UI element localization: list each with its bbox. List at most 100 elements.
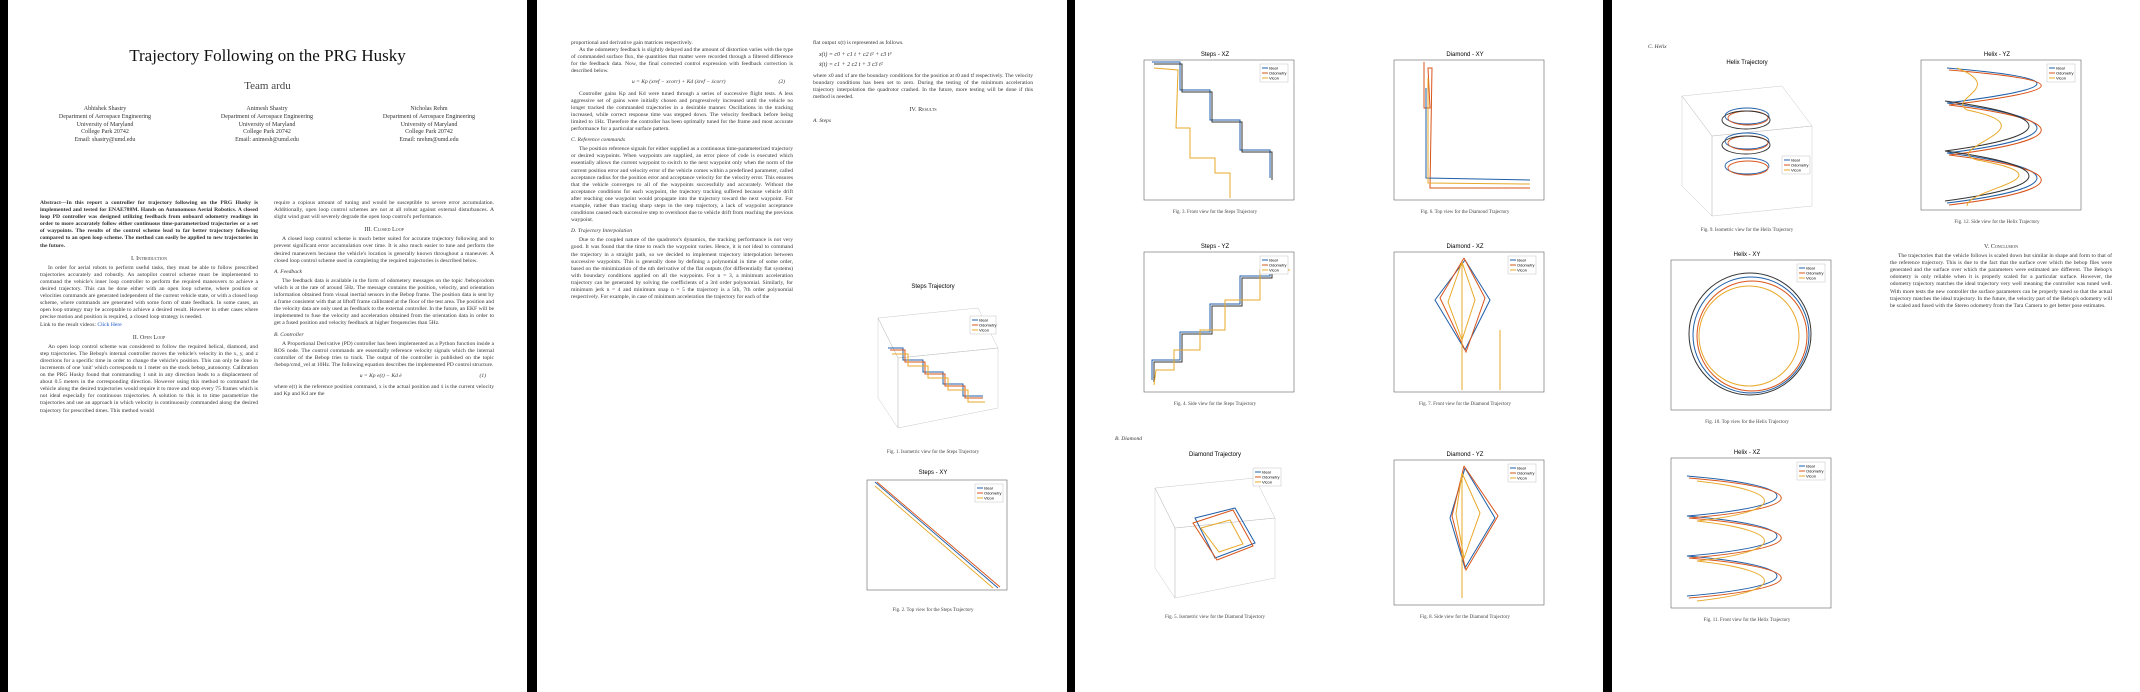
subsection-heading: C. Reference commands	[571, 137, 626, 144]
figure-caption: Fig. 9. Isometric view for the Helix Tra…	[1700, 228, 1794, 233]
polynomial-equations: x(t) = c0 + c1 t + c2 t² + c3 t³ ẋ(t) = …	[819, 52, 892, 69]
author-uni: University of Maryland	[76, 121, 134, 128]
figure-caption: Fig. 2. Top view for the Steps Trajector…	[892, 608, 974, 613]
figure-2: Steps - XY Ideal Odometry Vicon Fig. 2. …	[833, 466, 1033, 614]
body-text: require a copious amount of tuning and w…	[274, 200, 494, 221]
helix-isometric-plot: Helix Trajectory Ideal Odometry V	[1681, 60, 1813, 217]
figure-caption: Fig. 11. Front view for the Helix Trajec…	[1703, 618, 1791, 623]
author-name: Abhishek Shastry	[83, 106, 127, 112]
author-block: Animesh Shastry Department of Aerospace …	[192, 106, 342, 145]
body-text: As the odometery feedback is slightly de…	[571, 47, 793, 75]
body-text: flat output x(t) is represented as follo…	[813, 40, 904, 46]
figure-caption: Fig. 4. Side view for the Steps Trajecto…	[1173, 402, 1257, 407]
helix-front-plot: Helix - XZ Ideal Odometry Vicon	[1670, 450, 1832, 609]
diamond-side-plot: Diamond - YZ Ideal Odometry Vicon	[1393, 452, 1545, 606]
legend-entry: Vicon	[1517, 268, 1527, 273]
figure-caption: Fig. 6. Top view for the Diamond Traject…	[1420, 210, 1510, 215]
legend-entry: Ideal	[1269, 66, 1278, 71]
plot-title: Diamond - XY	[1446, 52, 1483, 58]
steps-side-plot: Steps - YZ Ideal Odometry Vicon	[1143, 244, 1295, 393]
steps-isometric-plot: Steps Trajectory Ideal Odometry Vicon	[877, 284, 999, 429]
figure-9: Helix Trajectory Ideal Odometry V	[1642, 56, 1852, 234]
legend-entry: Odometry	[979, 323, 997, 328]
legend-entry: Odometry	[1806, 469, 1824, 474]
author-name: Nicholas Rehm	[410, 106, 448, 112]
body-text: proportional and derivative gain matrice…	[571, 40, 693, 46]
author-city: College Park 20742	[243, 129, 291, 136]
author-dept: Department of Aerospace Engineering	[58, 113, 152, 120]
conclusion-text: The trajectories that the vehicle follow…	[1890, 253, 2112, 309]
section-heading: II. Open Loop	[132, 333, 166, 341]
legend-entry: Odometry	[1791, 163, 1809, 168]
legend-entry: Ideal	[1262, 470, 1271, 475]
plot-title: Helix - XZ	[1734, 450, 1761, 456]
plot-title: Steps - YZ	[1201, 244, 1230, 250]
link-label: Link to the result videos:	[40, 321, 96, 328]
helix-top-plot: Helix - XY Ideal Odometry Vicon	[1670, 252, 1832, 411]
legend-entry: Vicon	[1269, 76, 1279, 81]
legend-entry: Vicon	[1262, 480, 1272, 485]
result-videos-link[interactable]: Click Here	[97, 321, 122, 328]
author-uni: University of Maryland	[400, 121, 458, 128]
left-column: proportional and derivative gain matrice…	[571, 40, 793, 301]
plot-title: Steps Trajectory	[911, 284, 954, 290]
legend-entry: Vicon	[1269, 268, 1279, 273]
section-heading: I. Introduction	[130, 254, 168, 262]
subsection-heading: A. Steps	[813, 117, 832, 124]
author-block: Abhishek Shastry Department of Aerospace…	[30, 106, 180, 145]
equation-body: u = Kp e(t) − Kd ė	[359, 372, 402, 379]
author-email: Email: nrehm@umd.edu	[399, 137, 459, 144]
legend-entry: Vicon	[1517, 476, 1527, 481]
figure-8: Diamond - YZ Ideal Odometry Vicon Fig. 8…	[1365, 448, 1565, 621]
legend-entry: Vicon	[1806, 276, 1816, 281]
legend-entry: Odometry	[1517, 263, 1535, 268]
legend-entry: Odometry	[1262, 475, 1280, 480]
figure-7: Diamond - XZ Ideal Odometry Vicon Fig. 7…	[1365, 240, 1565, 408]
author-uni: University of Maryland	[238, 121, 296, 128]
author-email: Email: animesh@umd.edu	[235, 137, 299, 144]
legend-entry: Ideal	[2056, 66, 2065, 71]
legend-entry: Vicon	[979, 328, 989, 333]
figure-caption: Fig. 8. Side view for the Diamond Trajec…	[1419, 615, 1511, 620]
legend-entry: Ideal	[1806, 464, 1815, 469]
author-email: Email: shastry@umd.edu	[74, 137, 136, 144]
subsection-heading: B. Diamond	[1115, 436, 1143, 442]
author-block: Nicholas Rehm Department of Aerospace En…	[354, 106, 504, 145]
figure-caption: Fig. 5. Isometric view for the Diamond T…	[1164, 615, 1266, 620]
figure-caption: Fig. 1. Isometric view for the Steps Tra…	[886, 450, 980, 455]
section-heading: V. Conclusion	[1983, 243, 2018, 250]
legend-entry: Odometry	[1517, 471, 1535, 476]
legend-entry: Ideal	[984, 486, 993, 491]
figure-11: Helix - XZ Ideal Odometry Vicon Fig. 11.…	[1642, 446, 1852, 624]
section-heading: III. Closed Loop	[364, 226, 404, 234]
legend-entry: Vicon	[2056, 76, 2066, 81]
plot-title: Helix - XY	[1734, 252, 1761, 258]
author-dept: Department of Aerospace Engineering	[220, 113, 314, 120]
paper-page-3: Steps - XZ Ideal Odometry Vicon Fig. 3. …	[1075, 0, 1603, 692]
figure-caption: Fig. 12. Side view for the Helix Traject…	[1954, 220, 2040, 225]
author-city: College Park 20742	[405, 129, 453, 136]
interpolation-text: Due to the coupled nature of the quadrot…	[571, 237, 793, 301]
subsection-heading: B. Controller	[274, 331, 304, 338]
feedback-text: The feedback data is available in the fo…	[274, 277, 494, 327]
helix-side-plot: Helix - YZ Ideal Odometry Vicon	[1920, 52, 2082, 211]
legend-entry: Odometry	[1806, 271, 1824, 276]
figure-6: Diamond - XY Fig. 6. Top view for the Di…	[1365, 48, 1565, 216]
legend-entry: Ideal	[1791, 158, 1800, 163]
abstract: Abstract—In this report a controller for…	[40, 200, 258, 249]
figure-caption: Fig. 7. Front view for the Diamond Traje…	[1418, 402, 1512, 407]
reference-commands-text: The position reference signals for eithe…	[571, 146, 793, 224]
legend-entry: Ideal	[1517, 258, 1526, 263]
right-column: require a copious amount of tuning and w…	[274, 200, 494, 398]
legend-entry: Odometry	[984, 491, 1002, 496]
controller-text: A Proportional Derivative (PD) controlle…	[274, 340, 494, 368]
legend-entry: Ideal	[1806, 266, 1815, 271]
steps-top-plot: Steps - XY Ideal Odometry Vicon	[866, 470, 1008, 591]
legend-entry: Ideal	[1517, 466, 1526, 471]
author-dept: Department of Aerospace Engineering	[382, 113, 476, 120]
plot-title: Helix Trajectory	[1726, 60, 1767, 66]
plot-title: Diamond - YZ	[1447, 452, 1484, 458]
closed-loop-text: A closed loop control scheme is much bet…	[274, 236, 494, 264]
plot-title: Steps - XZ	[1201, 52, 1230, 58]
author-city: College Park 20742	[81, 129, 129, 136]
